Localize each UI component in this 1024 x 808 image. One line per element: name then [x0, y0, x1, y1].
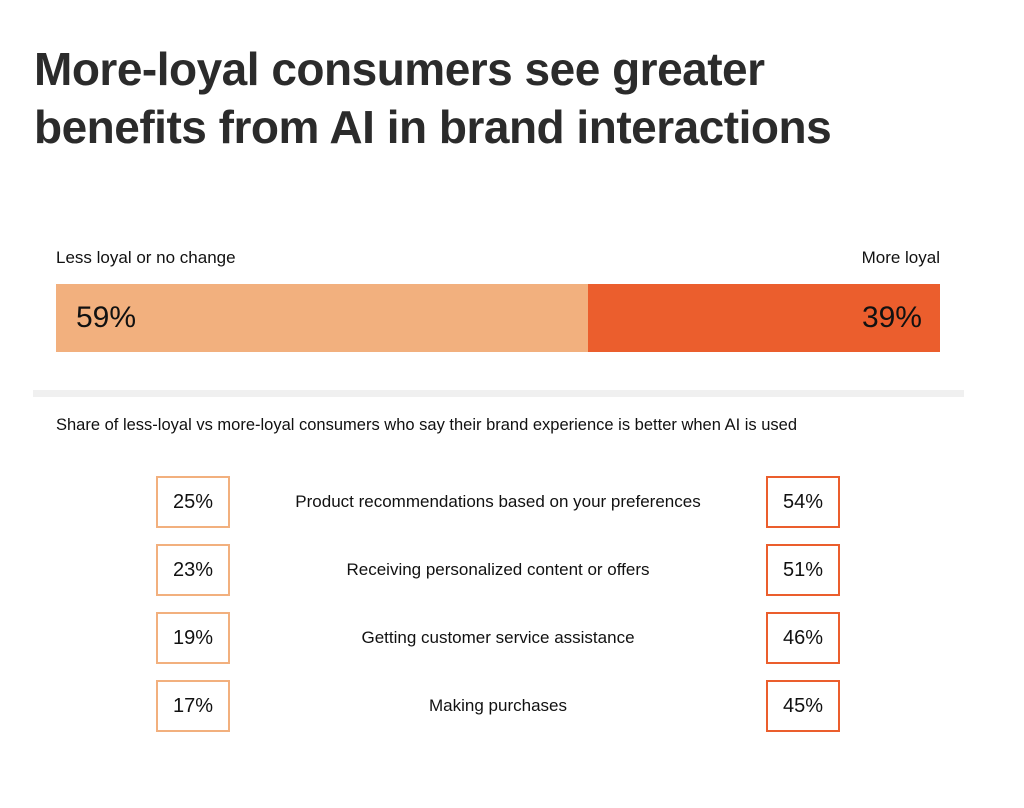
table-row: 17% Making purchases 45%: [0, 680, 1024, 732]
more-loyal-value-box: 51%: [766, 544, 840, 596]
less-loyal-value-box: 23%: [156, 544, 230, 596]
less-loyal-segment: 59%: [56, 284, 589, 352]
less-loyal-value-box: 25%: [156, 476, 230, 528]
table-row: 25% Product recommendations based on your…: [0, 476, 1024, 528]
table-row: 23% Receiving personalized content or off…: [0, 544, 1024, 596]
more-loyal-value-box: 45%: [766, 680, 840, 732]
benefit-label: Making purchases: [429, 696, 567, 715]
benefit-label: Receiving personalized content or offers: [346, 560, 650, 579]
more-loyal-label: More loyal: [861, 248, 940, 267]
less-loyal-value-box: 17%: [156, 680, 230, 732]
chart-title: More-loyal consumers see greater benefit…: [34, 43, 832, 153]
more-loyal-value-label: 39%: [861, 301, 922, 334]
more-loyal-value-box: 54%: [766, 476, 840, 528]
less-loyal-value-label: 59%: [76, 301, 137, 334]
benefit-label: Product recommendations based on your pr…: [295, 492, 701, 511]
loyalty-split-bar: 59% 39%: [56, 284, 940, 352]
benefit-label: Getting customer service assistance: [361, 628, 635, 647]
comparison-subtitle: Share of less-loyal vs more-loyal consum…: [56, 416, 798, 434]
less-loyal-value-box: 19%: [156, 612, 230, 664]
less-loyal-label: Less loyal or no change: [56, 248, 236, 267]
more-loyal-value-box: 46%: [766, 612, 840, 664]
table-row: 19% Getting customer service assistance 46…: [0, 612, 1024, 664]
more-loyal-segment: 39%: [588, 284, 940, 352]
section-divider: [33, 390, 964, 397]
